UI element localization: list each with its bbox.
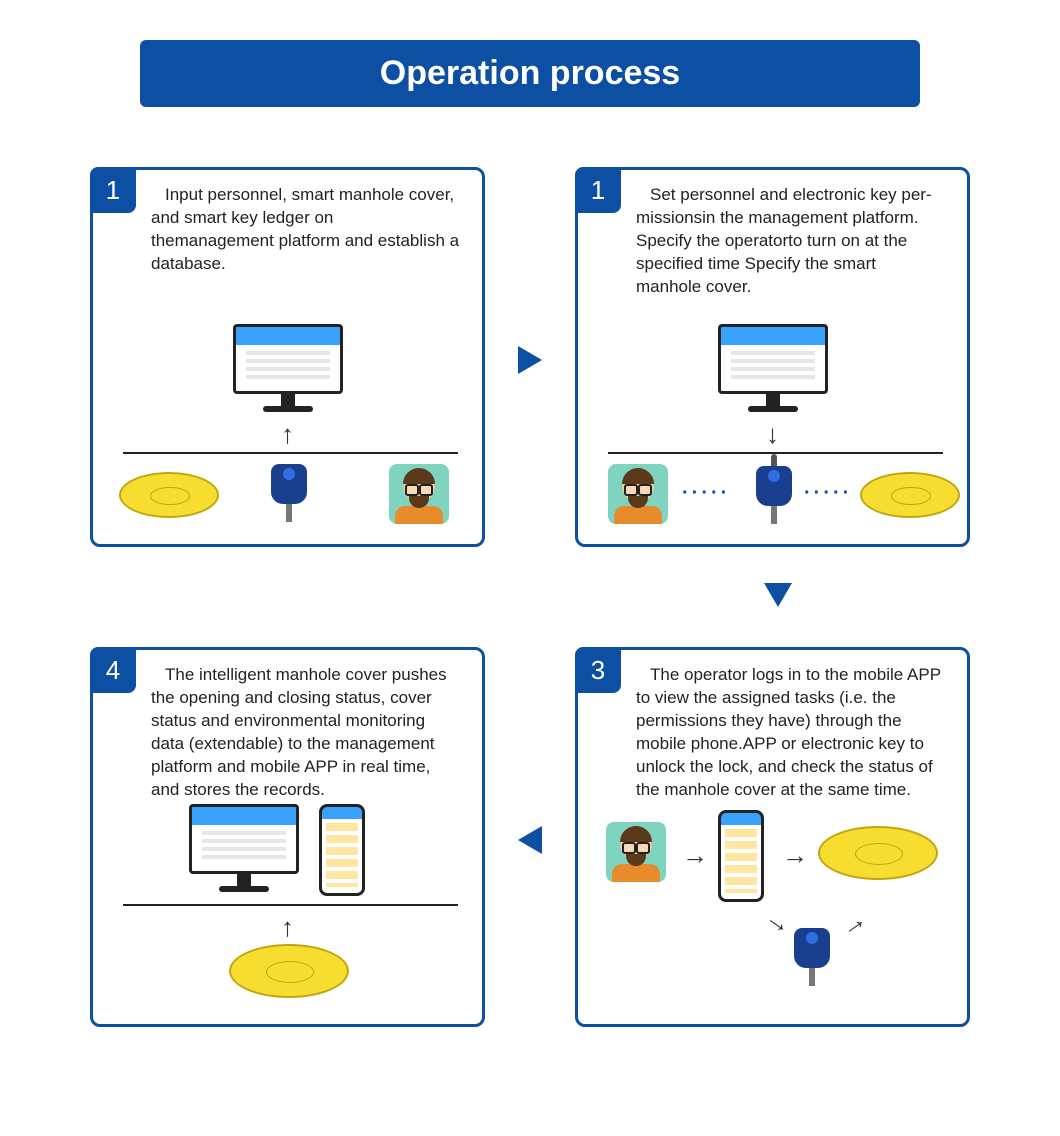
divider-line xyxy=(123,904,458,906)
step-illustration: ↑ xyxy=(93,324,482,544)
step-number-badge: 1 xyxy=(575,167,621,213)
manhole-cover-icon xyxy=(229,944,349,998)
arrow-diag-down-icon: → xyxy=(759,901,798,941)
dotted-link-icon: ····· xyxy=(804,482,852,505)
step-illustration: ↑ xyxy=(93,804,482,1024)
key-fob-antenna-icon xyxy=(756,466,792,524)
person-avatar-icon xyxy=(606,822,666,882)
arrow-up-icon: ↑ xyxy=(281,912,294,943)
flow-arrow-down-icon xyxy=(760,577,796,613)
page-title: Operation process xyxy=(380,54,680,92)
step-description: Set personnel and electronic key per-mis… xyxy=(578,170,967,299)
arrow-up-icon: ↑ xyxy=(281,419,294,450)
key-fob-icon xyxy=(271,464,307,522)
step-card-3: 3 The operator logs in to the mobile APP… xyxy=(575,647,970,1027)
step-number-badge: 1 xyxy=(90,167,136,213)
step-illustration: ↓ ····· ····· xyxy=(578,324,967,544)
process-grid: 1 Input personnel, smart manhole cover, … xyxy=(90,167,970,1037)
manhole-cover-icon xyxy=(860,472,960,518)
arrow-right-icon: → xyxy=(782,840,808,871)
key-fob-icon xyxy=(794,928,830,986)
monitor-icon xyxy=(233,324,343,412)
phone-icon xyxy=(718,810,764,902)
arrow-diag-up-icon: → xyxy=(833,903,872,943)
dotted-link-icon: ····· xyxy=(682,482,730,505)
monitor-icon xyxy=(189,804,299,892)
step-illustration: → → → → xyxy=(578,804,967,1024)
manhole-cover-icon xyxy=(119,472,219,518)
person-avatar-icon xyxy=(389,464,449,524)
step-description: The intelligent manhole cover pushes the… xyxy=(93,650,482,802)
page-title-banner: Operation process xyxy=(140,40,920,107)
step-number-badge: 3 xyxy=(575,647,621,693)
step-number-badge: 4 xyxy=(90,647,136,693)
flow-arrow-left-icon xyxy=(512,822,548,858)
monitor-icon xyxy=(718,324,828,412)
divider-line xyxy=(123,452,458,454)
step-card-4: 4 The intelligent manhole cover pushes t… xyxy=(90,647,485,1027)
arrow-down-icon: ↓ xyxy=(766,419,779,450)
step-card-1: 1 Input personnel, smart manhole cover, … xyxy=(90,167,485,547)
step-description: The operator logs in to the mobile APP t… xyxy=(578,650,967,802)
step-card-2: 1 Set personnel and electronic key per-m… xyxy=(575,167,970,547)
manhole-cover-icon xyxy=(818,826,938,880)
person-avatar-icon xyxy=(608,464,668,524)
phone-icon xyxy=(319,804,365,896)
arrow-right-icon: → xyxy=(682,840,708,871)
flow-arrow-right-icon xyxy=(512,342,548,378)
step-description: Input personnel, smart manhole cover, an… xyxy=(93,170,482,276)
